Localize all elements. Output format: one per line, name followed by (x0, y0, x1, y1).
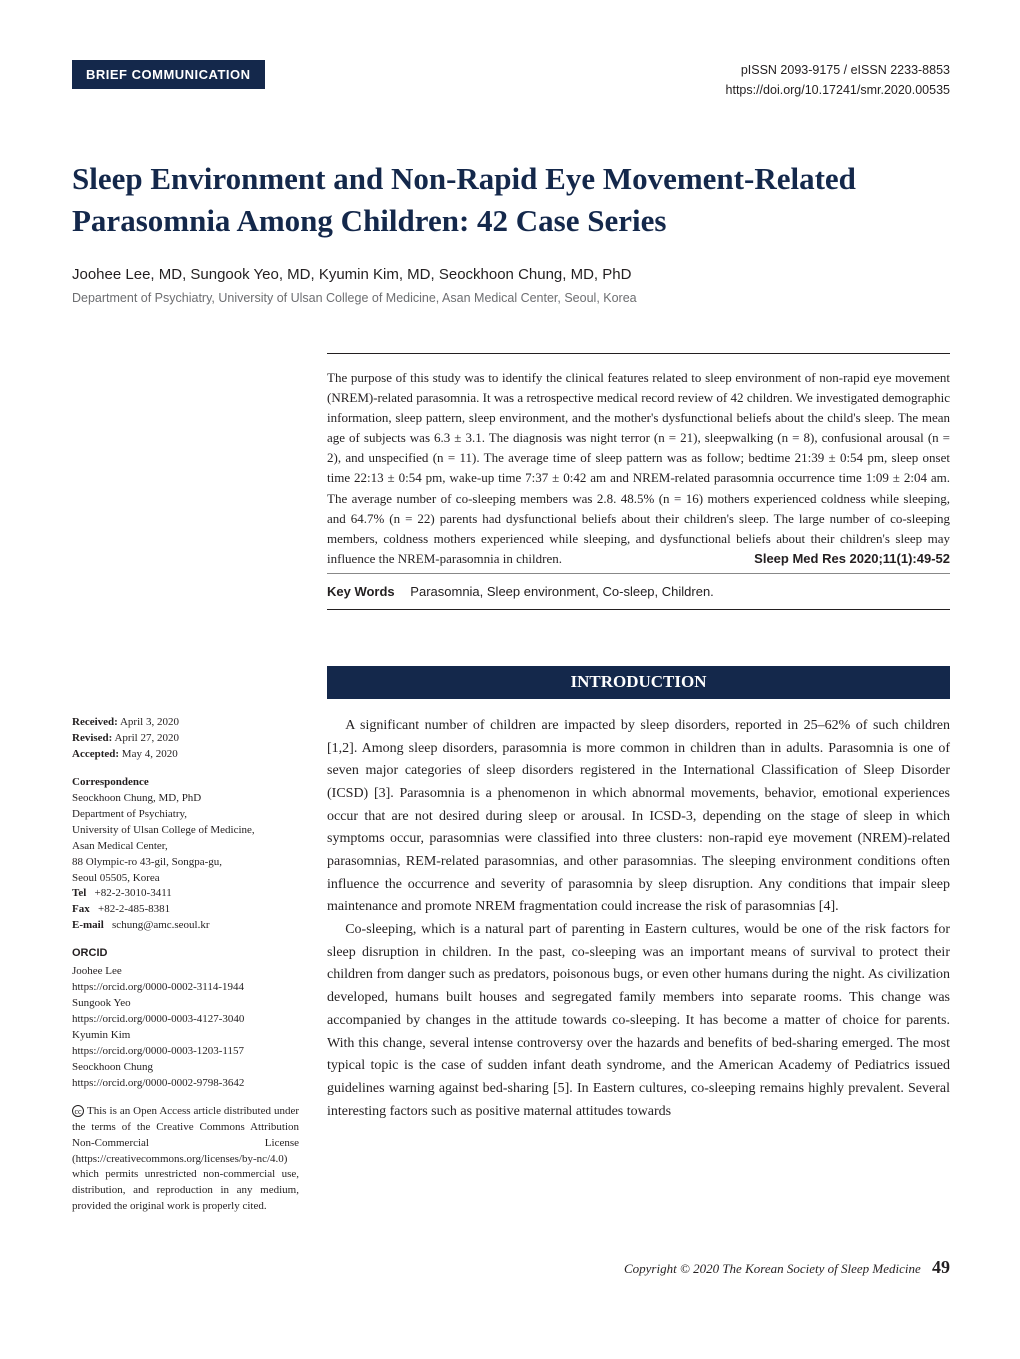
history-block: Received: April 3, 2020 Revised: April 2… (72, 715, 299, 763)
main-column: A significant number of children are imp… (327, 715, 950, 1227)
orcid-block: ORCID Joohee Lee https://orcid.org/0000-0… (72, 946, 299, 1091)
page-number: 49 (932, 1257, 950, 1277)
article-type-badge: BRIEF COMMUNICATION (72, 60, 265, 89)
received-date: April 3, 2020 (120, 716, 179, 728)
orcid-url[interactable]: https://orcid.org/0000-0002-9798-3642 (72, 1077, 244, 1089)
copyright-text: Copyright © 2020 The Korean Society of S… (624, 1261, 921, 1276)
orcid-url[interactable]: https://orcid.org/0000-0003-1203-1157 (72, 1045, 244, 1057)
issn-doi-block: pISSN 2093-9175 / eISSN 2233-8853 https:… (726, 60, 950, 100)
doi-link[interactable]: https://doi.org/10.17241/smr.2020.00535 (726, 80, 950, 100)
citation-text: Sleep Med Res 2020;11(1):49-52 (754, 549, 950, 569)
abstract-text: The purpose of this study was to identif… (327, 368, 950, 569)
corr-line-4: 88 Olympic-ro 43-gil, Songpa-gu, (72, 856, 222, 868)
keywords-label: Key Words (327, 584, 395, 599)
abstract-span: The purpose of this study was to identif… (327, 370, 950, 566)
page: BRIEF COMMUNICATION pISSN 2093-9175 / eI… (0, 0, 1020, 1328)
header-row: BRIEF COMMUNICATION pISSN 2093-9175 / eI… (72, 60, 950, 100)
orcid-url[interactable]: https://orcid.org/0000-0003-4127-3040 (72, 1013, 244, 1025)
corr-line-3: Asan Medical Center, (72, 840, 168, 852)
article-title: Sleep Environment and Non-Rapid Eye Move… (72, 158, 950, 242)
keywords-row: Key Words Parasomnia, Sleep environment,… (327, 573, 950, 599)
corr-line-1: Department of Psychiatry, (72, 808, 187, 820)
orcid-name: Seockhoon Chung (72, 1061, 153, 1073)
license-block: ccThis is an Open Access article distrib… (72, 1104, 299, 1216)
corr-line-5: Seoul 05505, Korea (72, 872, 160, 884)
intro-paragraph-1: A significant number of children are imp… (327, 715, 950, 919)
fax-value: +82-2-485-8381 (98, 903, 170, 915)
email-label: E-mail (72, 919, 104, 931)
issn-text: pISSN 2093-9175 / eISSN 2233-8853 (726, 60, 950, 80)
received-label: Received: (72, 716, 118, 728)
correspondence-heading: Correspondence (72, 776, 149, 788)
accepted-date: May 4, 2020 (122, 748, 178, 760)
revised-label: Revised: (72, 732, 112, 744)
correspondence-block: Correspondence Seockhoon Chung, MD, PhD … (72, 775, 299, 934)
email-value[interactable]: schung@amc.seoul.kr (112, 919, 210, 931)
accepted-label: Accepted: (72, 748, 119, 760)
authors-line: Joohee Lee, MD, Sungook Yeo, MD, Kyumin … (72, 266, 950, 283)
footer: Copyright © 2020 The Korean Society of S… (72, 1257, 950, 1278)
orcid-url[interactable]: https://orcid.org/0000-0002-3114-1944 (72, 981, 244, 993)
sidebar: Received: April 3, 2020 Revised: April 2… (72, 715, 299, 1227)
revised-date: April 27, 2020 (114, 732, 178, 744)
orcid-item: Sungook Yeo https://orcid.org/0000-0003-4… (72, 996, 299, 1028)
orcid-item: Joohee Lee https://orcid.org/0000-0002-31… (72, 964, 299, 996)
tel-label: Tel (72, 887, 86, 899)
orcid-name: Kyumin Kim (72, 1029, 130, 1041)
section-heading-introduction: INTRODUCTION (327, 666, 950, 699)
keywords-text: Parasomnia, Sleep environment, Co-sleep,… (410, 584, 714, 599)
two-column-layout: Received: April 3, 2020 Revised: April 2… (72, 715, 950, 1227)
orcid-item: Kyumin Kim https://orcid.org/0000-0003-12… (72, 1028, 299, 1060)
orcid-heading: ORCID (72, 946, 299, 962)
license-text: This is an Open Access article distribut… (72, 1105, 299, 1213)
orcid-name: Sungook Yeo (72, 997, 131, 1009)
intro-paragraph-2: Co-sleeping, which is a natural part of … (327, 919, 950, 1123)
orcid-name: Joohee Lee (72, 965, 122, 977)
corr-line-0: Seockhoon Chung, MD, PhD (72, 792, 201, 804)
abstract-block: The purpose of this study was to identif… (327, 353, 950, 610)
fax-label: Fax (72, 903, 90, 915)
orcid-item: Seockhoon Chung https://orcid.org/0000-00… (72, 1060, 299, 1092)
affiliation-line: Department of Psychiatry, University of … (72, 291, 950, 305)
tel-value: +82-2-3010-3411 (95, 887, 172, 899)
cc-icon: cc (72, 1105, 84, 1117)
corr-line-2: University of Ulsan College of Medicine, (72, 824, 255, 836)
